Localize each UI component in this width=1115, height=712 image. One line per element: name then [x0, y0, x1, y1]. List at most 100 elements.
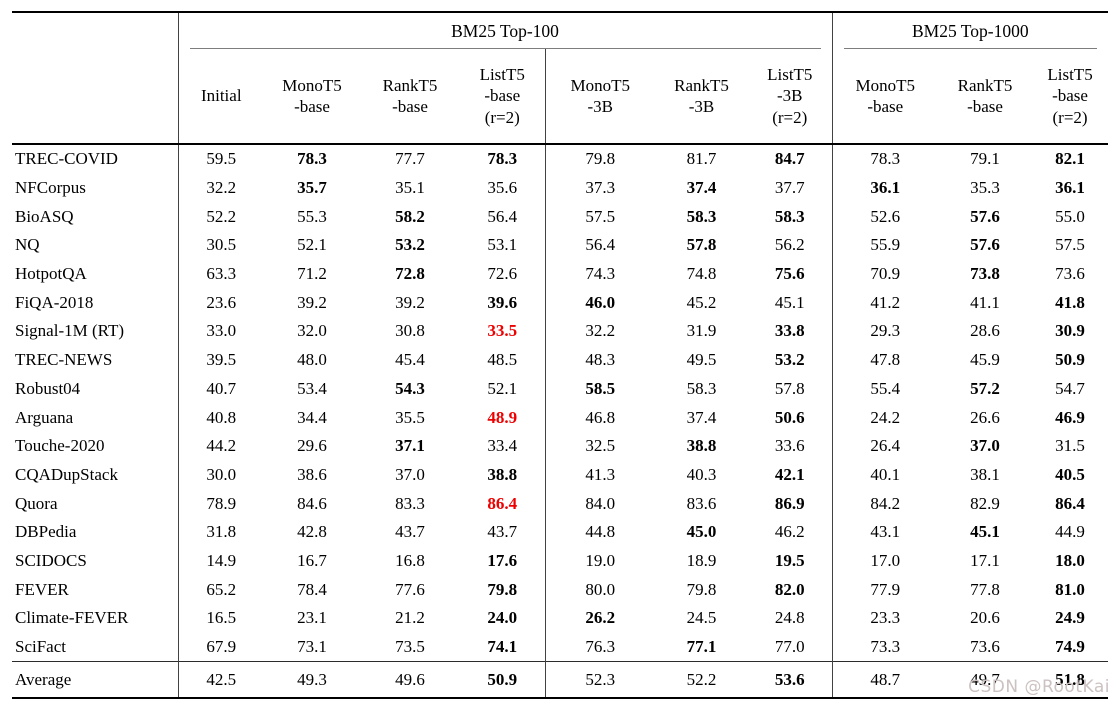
row-bioasq: BioASQ 52.2 55.3 58.2 56.4 57.5 58.3 58.3 52.6 57…: [12, 202, 1108, 232]
row-robust04: Robust04 40.7 53.4 54.3 52.1 58.5 58.3 57.8 55.4…: [12, 374, 1108, 404]
score-cell: 75.6: [748, 259, 833, 289]
score-cell: 58.2: [395, 206, 425, 226]
dataset-label: TREC-COVID: [12, 144, 179, 174]
score-cell: 49.5: [686, 350, 717, 370]
score-cell: 33.4: [460, 431, 546, 461]
score-cell: 26.6: [970, 407, 1000, 427]
score-cell: 35.1: [395, 178, 425, 198]
score-cell: 73.1: [297, 637, 327, 657]
score-cell: 33.8: [748, 317, 833, 346]
score-cell: 74.1: [460, 632, 546, 662]
dataset-label: SCIDOCS: [12, 546, 179, 576]
score-cell: 17.0: [870, 550, 901, 570]
dataset-label: Touche-2020: [12, 431, 179, 461]
row-hotpotqa: HotpotQA 63.3 71.2 72.8 72.6 74.3 74.8 75.6 70.9…: [12, 259, 1108, 289]
score-cell: 43.7: [460, 517, 546, 547]
score-cell: 81.0: [1055, 579, 1085, 599]
column-header-1-monot5-base: MonoT5 -base: [264, 49, 360, 145]
score-cell: 65.2: [206, 579, 237, 599]
score-cell: 45.4: [395, 350, 425, 370]
score-cell: 55.0: [1055, 206, 1085, 226]
column-header-0-initial: Initial: [178, 49, 264, 145]
row-climate-fever: Climate-FEVER 16.5 23.1 21.2 24.0 26.2 24.5 24.…: [12, 604, 1108, 633]
column-header-9-listt5-base-r-2: ListT5 -base (r=2): [1032, 49, 1109, 145]
score-cell: 48.3: [585, 350, 616, 370]
average-label: Average: [12, 661, 179, 699]
score-cell: 50.9: [460, 661, 546, 699]
score-cell: 18.9: [686, 550, 717, 570]
score-cell: 30.8: [395, 321, 425, 341]
score-cell: 81.7: [686, 149, 717, 169]
score-cell: 35.3: [970, 178, 1000, 198]
score-cell: 56.4: [460, 202, 546, 232]
score-cell: 37.3: [585, 178, 616, 198]
score-cell: 57.6: [970, 235, 1000, 255]
column-header-3-listt5-base-r-2: ListT5 -base (r=2): [460, 49, 546, 145]
row-scifact: SciFact 67.9 73.1 73.5 74.1 76.3 77.1 77.0 73.3 7…: [12, 632, 1108, 662]
score-cell: 40.8: [206, 407, 237, 427]
score-cell: 17.1: [970, 550, 1000, 570]
score-cell: 84.2: [870, 493, 901, 513]
group-header-label: BM25 Top-100: [189, 15, 821, 49]
score-cell: 37.0: [970, 436, 1000, 456]
score-cell: 74.8: [686, 264, 717, 284]
score-cell: 80.0: [585, 579, 616, 599]
score-cell: 42.5: [178, 661, 264, 699]
row-fever: FEVER 65.2 78.4 77.6 79.8 80.0 79.8 82.0 77.9 77.…: [12, 575, 1108, 604]
row-nq: NQ 30.5 52.1 53.2 53.1 56.4 57.8 56.2 55.9 57.6 57…: [12, 231, 1108, 260]
score-cell: 54.7: [1055, 378, 1085, 398]
score-cell: 58.5: [585, 378, 616, 398]
score-cell: 44.9: [1055, 522, 1085, 542]
score-cell: 59.5: [206, 149, 237, 169]
score-cell: 39.6: [460, 288, 546, 318]
dataset-column-header: [12, 49, 179, 145]
dataset-label: BioASQ: [12, 202, 179, 232]
score-cell: 48.9: [460, 403, 546, 432]
score-cell: 72.8: [395, 264, 425, 284]
score-cell: 50.6: [748, 403, 833, 432]
score-cell: 41.8: [1055, 292, 1085, 312]
dataset-label: SciFact: [12, 632, 179, 662]
row-cqadupstack: CQADupStack 30.0 38.6 37.0 38.8 41.3 40.3 42.1 4…: [12, 460, 1108, 490]
score-cell: 53.1: [460, 231, 546, 260]
score-cell: 23.6: [206, 292, 237, 312]
score-cell: 53.2: [748, 345, 833, 375]
score-cell: 24.0: [460, 604, 546, 633]
score-cell: 19.5: [748, 546, 833, 576]
score-cell: 38.1: [970, 464, 1000, 484]
score-cell: 58.3: [686, 206, 717, 226]
score-cell: 32.2: [585, 321, 616, 341]
score-cell: 31.5: [1055, 436, 1085, 456]
score-cell: 40.5: [1055, 464, 1085, 484]
score-cell: 30.9: [1055, 321, 1085, 341]
score-cell: 32.2: [206, 178, 237, 198]
score-cell: 48.0: [297, 350, 327, 370]
score-cell: 73.6: [1055, 264, 1085, 284]
score-cell: 84.7: [748, 144, 833, 174]
score-cell: 78.9: [206, 493, 237, 513]
score-cell: 23.1: [297, 608, 327, 628]
benchmark-results-table: BM25 Top-100 BM25 Top-1000 Initial MonoT5…: [12, 11, 1109, 700]
score-cell: 16.8: [395, 550, 425, 570]
score-cell: 46.0: [585, 292, 616, 312]
score-cell: 45.1: [970, 522, 1000, 542]
row-touche-2020: Touche-2020 44.2 29.6 37.1 33.4 32.5 38.8 33.6 2…: [12, 431, 1108, 461]
score-cell: 77.0: [748, 632, 833, 662]
score-cell: 78.4: [297, 579, 327, 599]
score-cell: 57.5: [1055, 235, 1085, 255]
score-cell: 48.7: [832, 661, 939, 699]
score-cell: 40.3: [686, 464, 717, 484]
score-cell: 55.4: [870, 378, 901, 398]
score-cell: 19.0: [585, 550, 616, 570]
score-cell: 24.5: [686, 608, 717, 628]
score-cell: 52.2: [655, 661, 748, 699]
score-cell: 37.4: [686, 178, 717, 198]
dataset-label: Arguana: [12, 403, 179, 432]
row-quora: Quora 78.9 84.6 83.3 86.4 84.0 83.6 86.9 84.2 82.…: [12, 489, 1108, 518]
column-header-7-monot5-base: MonoT5 -base: [832, 49, 939, 145]
column-header-row: Initial MonoT5 -base RankT5 -base ListT5 -base…: [12, 49, 1109, 145]
dataset-label: FiQA-2018: [12, 288, 179, 318]
score-cell: 34.4: [297, 407, 327, 427]
score-cell: 30.0: [206, 464, 237, 484]
score-cell: 52.6: [870, 206, 901, 226]
